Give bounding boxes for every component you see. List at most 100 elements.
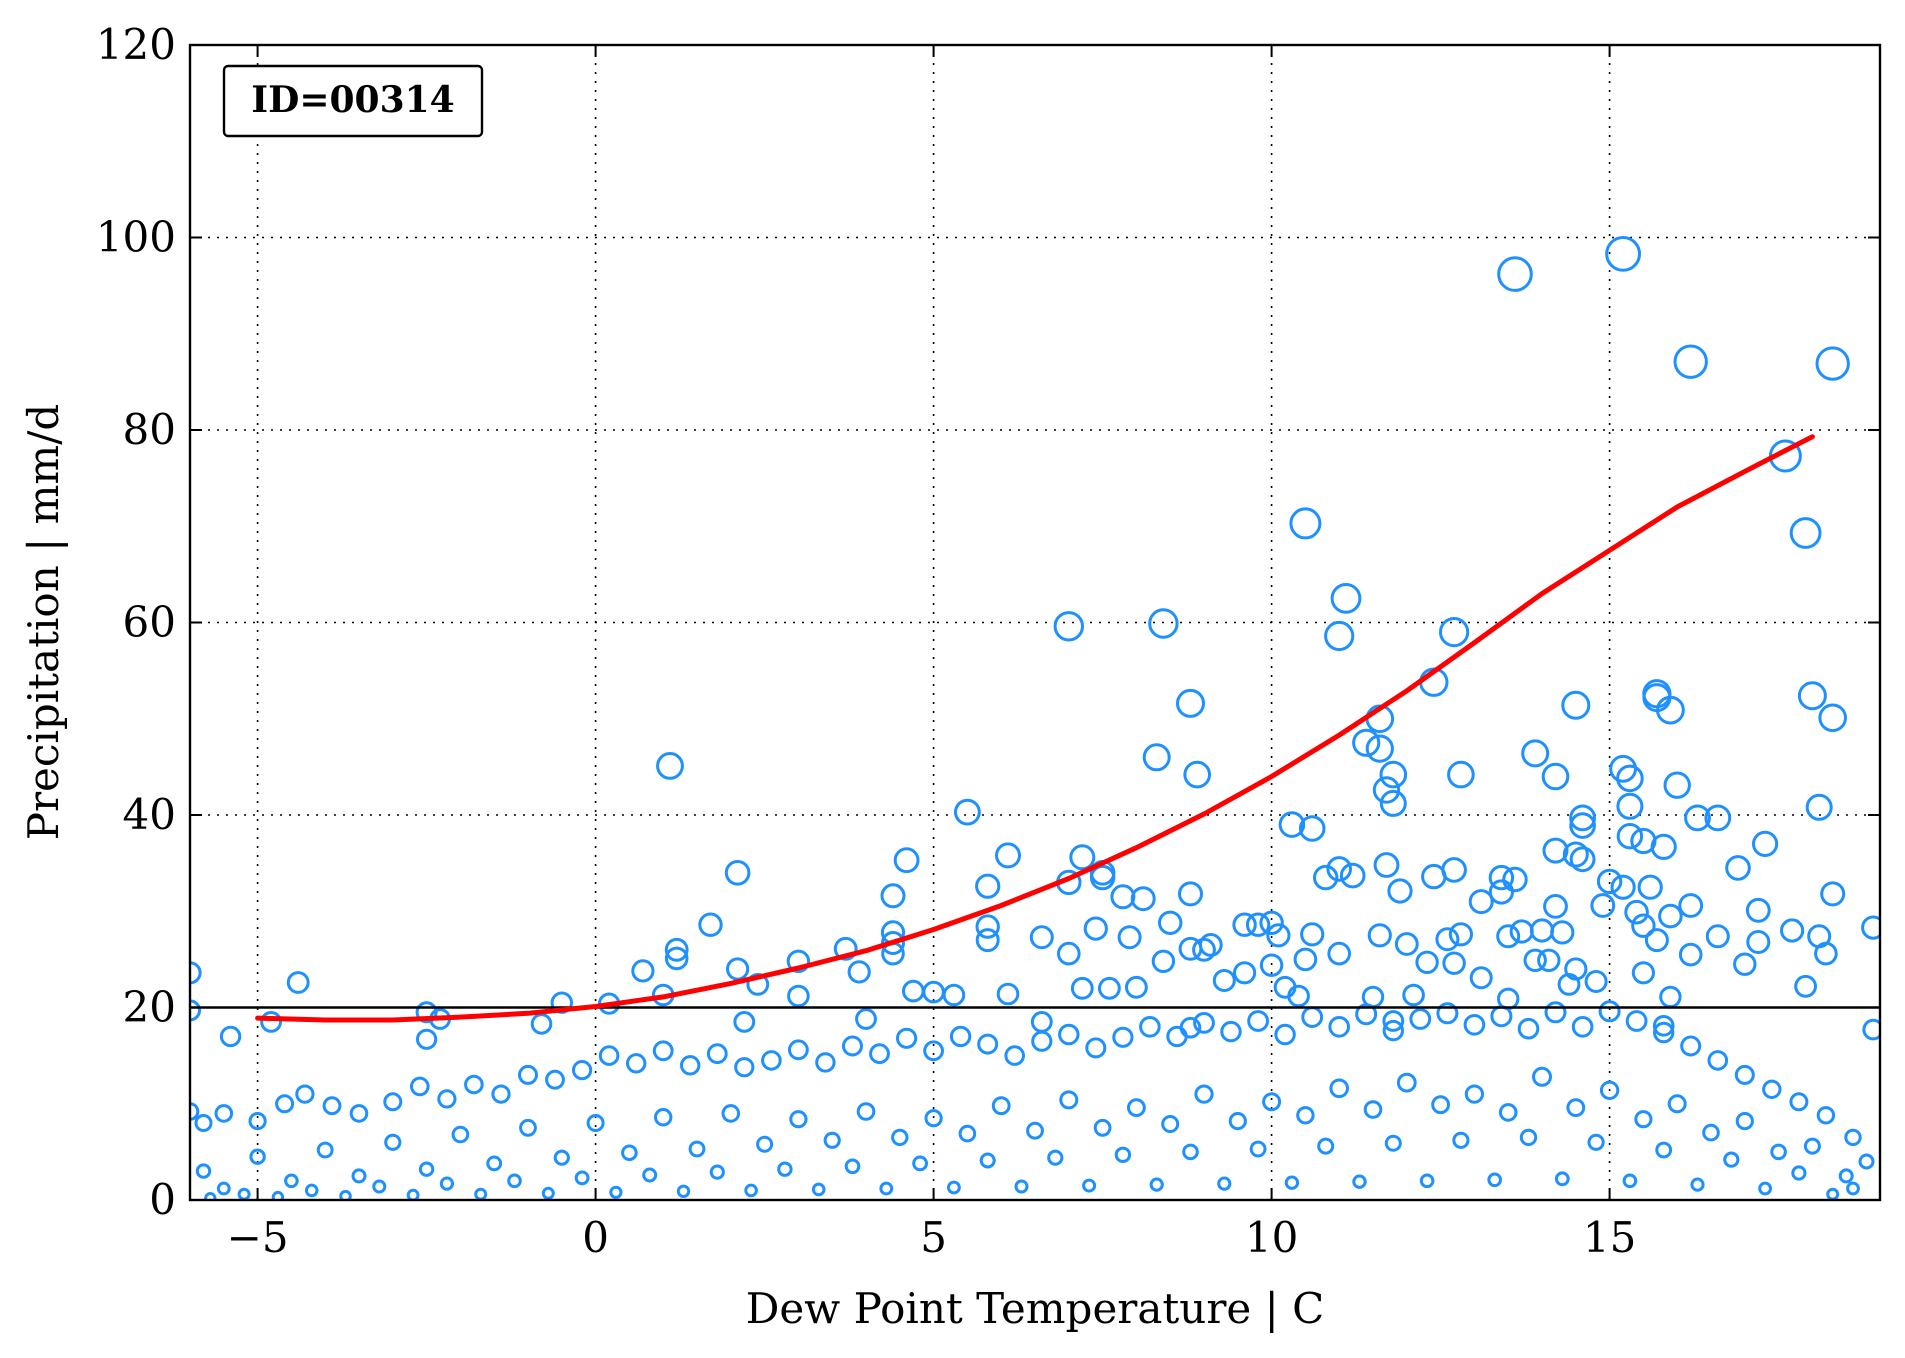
data-point bbox=[1663, 771, 1691, 799]
data-point bbox=[1296, 1106, 1315, 1125]
data-point bbox=[979, 1152, 996, 1169]
data-point bbox=[698, 912, 723, 937]
data-point bbox=[190, 999, 201, 1022]
data-point bbox=[1193, 1012, 1215, 1034]
data-point bbox=[893, 847, 920, 874]
data-point bbox=[1127, 1098, 1146, 1117]
data-point bbox=[1650, 833, 1677, 860]
data-point bbox=[1328, 1016, 1350, 1038]
data-point bbox=[652, 1040, 674, 1062]
data-point bbox=[491, 1084, 511, 1104]
data-point bbox=[1789, 1092, 1809, 1112]
data-point bbox=[1610, 874, 1636, 900]
data-point bbox=[1497, 256, 1533, 292]
data-point bbox=[1791, 1165, 1807, 1181]
data-point bbox=[1673, 344, 1708, 379]
data-point bbox=[1085, 1037, 1107, 1059]
data-point bbox=[1098, 976, 1121, 1000]
data-point bbox=[879, 1181, 894, 1196]
data-point bbox=[384, 1133, 402, 1151]
data-point bbox=[1797, 681, 1827, 711]
data-point bbox=[1463, 1014, 1486, 1036]
data-point bbox=[248, 1112, 267, 1131]
data-point bbox=[788, 1039, 809, 1061]
data-point bbox=[1069, 844, 1096, 871]
data-point bbox=[1324, 620, 1355, 652]
data-point bbox=[451, 1125, 470, 1144]
data-point bbox=[1330, 583, 1362, 614]
data-point bbox=[777, 1161, 793, 1177]
data-point bbox=[896, 1027, 918, 1049]
data-point bbox=[1690, 1177, 1705, 1192]
data-point bbox=[1616, 823, 1644, 850]
data-point bbox=[1631, 913, 1656, 938]
data-point bbox=[1752, 830, 1779, 858]
data-point bbox=[1166, 1025, 1188, 1048]
data-point bbox=[1496, 924, 1521, 949]
data-point bbox=[1541, 762, 1570, 791]
data-point bbox=[586, 1114, 605, 1132]
data-point bbox=[1571, 1016, 1594, 1038]
data-point bbox=[486, 1155, 503, 1172]
data-point bbox=[1469, 966, 1493, 990]
data-point bbox=[842, 1035, 863, 1057]
data-point bbox=[1247, 1010, 1269, 1032]
data-point bbox=[194, 1114, 213, 1132]
data-point bbox=[295, 1084, 315, 1104]
data-point bbox=[1704, 804, 1732, 832]
data-point bbox=[574, 1170, 590, 1186]
data-point bbox=[415, 1001, 438, 1024]
data-point bbox=[1622, 1173, 1638, 1189]
data-point bbox=[1561, 690, 1591, 720]
data-point bbox=[260, 1011, 283, 1033]
data-point bbox=[304, 1183, 319, 1198]
data-point bbox=[1233, 961, 1257, 985]
data-point bbox=[1384, 1134, 1402, 1152]
data-point bbox=[733, 1011, 756, 1033]
data-point bbox=[1029, 925, 1054, 950]
data-point bbox=[924, 1109, 943, 1128]
data-point bbox=[1026, 1121, 1044, 1140]
data-point bbox=[286, 971, 310, 994]
data-point bbox=[1468, 889, 1494, 915]
data-point bbox=[518, 1064, 538, 1085]
data-point bbox=[1182, 1143, 1199, 1161]
y-tick-label: 0 bbox=[149, 1175, 176, 1224]
data-point bbox=[1436, 1002, 1459, 1025]
id-annotation-frame bbox=[222, 64, 484, 138]
data-point bbox=[572, 1060, 593, 1081]
data-point bbox=[1584, 970, 1608, 993]
data-point bbox=[1488, 879, 1515, 905]
data-point bbox=[1363, 1100, 1383, 1119]
data-point bbox=[880, 883, 906, 909]
data-point bbox=[1093, 1118, 1112, 1137]
data-point bbox=[1655, 1141, 1673, 1159]
data-point bbox=[724, 860, 751, 886]
data-point bbox=[195, 1163, 212, 1179]
data-point bbox=[1198, 933, 1223, 957]
data-point bbox=[1158, 910, 1183, 935]
data-point bbox=[1566, 1098, 1586, 1117]
data-point bbox=[416, 1028, 438, 1050]
data-point bbox=[1544, 1001, 1567, 1024]
data-point bbox=[1733, 952, 1757, 976]
data-point bbox=[1678, 893, 1704, 918]
data-point bbox=[1327, 941, 1351, 966]
data-point bbox=[1289, 507, 1322, 540]
data-point bbox=[1259, 910, 1284, 935]
data-point bbox=[1053, 611, 1085, 642]
data-point bbox=[1379, 789, 1407, 817]
data-point bbox=[1624, 899, 1649, 925]
data-point bbox=[1861, 915, 1880, 940]
data-point bbox=[1329, 1078, 1349, 1099]
data-point bbox=[1004, 1045, 1026, 1066]
data-point bbox=[1415, 950, 1439, 974]
data-point bbox=[530, 1013, 553, 1035]
data-point bbox=[406, 1188, 420, 1200]
data-point bbox=[844, 1158, 861, 1175]
data-point bbox=[626, 1053, 647, 1074]
data-point bbox=[1569, 804, 1596, 832]
data-point bbox=[1543, 894, 1568, 919]
data-point bbox=[1059, 1090, 1079, 1110]
data-point bbox=[1183, 760, 1211, 789]
